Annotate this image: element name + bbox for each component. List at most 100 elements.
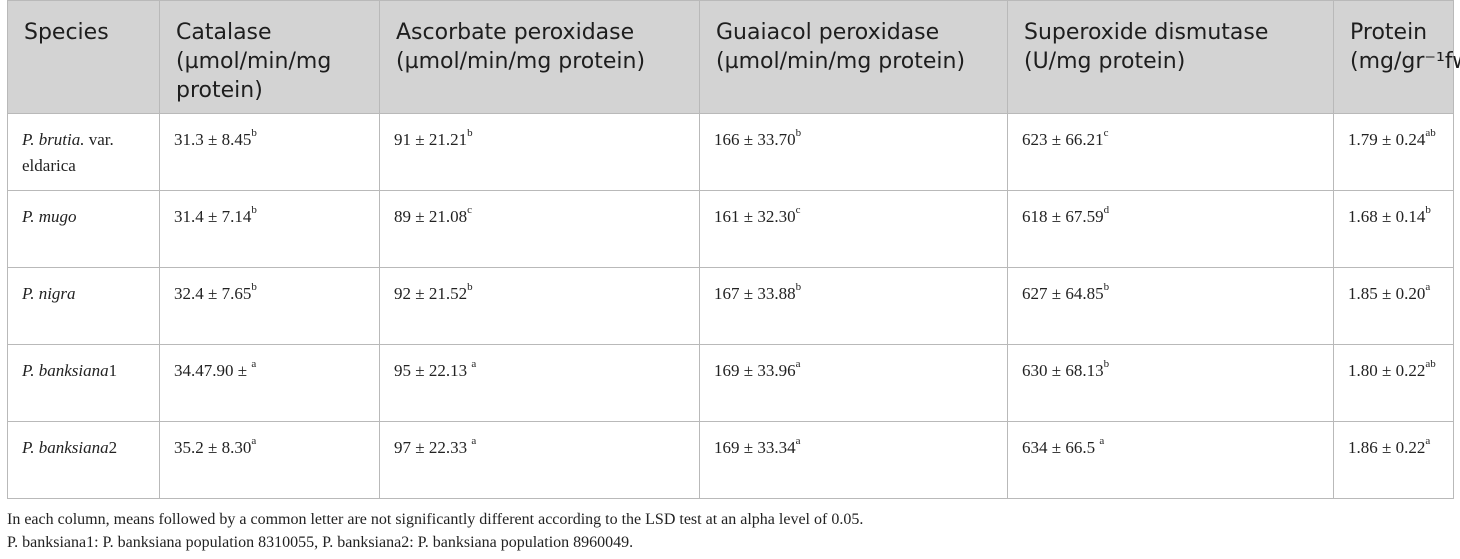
significance-letter: ab [1425,358,1436,371]
ascorbate-peroxidase-cell: 95 ± 22.13 a [379,344,700,422]
superoxide-dismutase-cell: 623 ± 66.21c [1007,113,1334,191]
guaiacol-peroxidase-cell: 169 ± 33.34a [699,421,1008,499]
table-body: P. brutia. var. eldarica 31.3 ± 8.45b 91… [7,113,1454,499]
cell-value: 161 ± 32.30 [714,207,796,226]
footnote-significance: In each column, means followed by a comm… [7,511,864,528]
catalase-cell: 31.4 ± 7.14b [159,190,380,268]
table-row: P. nigra 32.4 ± 7.65b 92 ± 21.52b 167 ± … [7,267,1454,345]
species-cell: P. banksiana2 [7,421,160,499]
cell-value: 169 ± 33.96 [714,361,796,380]
significance-letter: a [1425,281,1431,294]
superoxide-dismutase-cell: 630 ± 68.13b [1007,344,1334,422]
significance-letter: b [251,127,257,140]
cell-value: 1.79 ± 0.24 [1348,130,1426,149]
significance-letter: b [1103,281,1110,294]
cell-value: 634 ± 66.5 [1022,438,1100,457]
cell-value: 630 ± 68.13 [1022,361,1104,380]
significance-letter: a [795,358,801,371]
catalase-cell: 32.4 ± 7.65b [159,267,380,345]
footnote-populations: P. banksiana1: P. banksiana population 8… [7,534,634,551]
cell-value: 92 ± 21.52 [394,284,468,303]
cell-value: 169 ± 33.34 [714,438,796,457]
significance-letter: b [251,204,257,217]
significance-letter: d [1103,204,1110,217]
table-row: P. brutia. var. eldarica 31.3 ± 8.45b 91… [7,113,1454,191]
cell-value: 1.85 ± 0.20 [1348,284,1426,303]
significance-letter: a [1099,435,1105,448]
cell-value: 623 ± 66.21 [1022,130,1104,149]
catalase-cell: 35.2 ± 8.30a [159,421,380,499]
guaiacol-peroxidase-cell: 166 ± 33.70b [699,113,1008,191]
header-ascorbate-peroxidase: Ascorbate peroxidase (µmol/min/mg protei… [379,0,700,114]
significance-letter: c [795,204,801,217]
table-header: Species Catalase (µmol/min/mg protein) A… [7,0,1460,114]
catalase-cell: 34.47.90 ± a [159,344,380,422]
species-cell: P. brutia. var. eldarica [7,113,160,191]
significance-letter: b [467,281,473,294]
header-guaiacol-peroxidase: Guaiacol peroxidase (µmol/min/mg protein… [699,0,1008,114]
guaiacol-peroxidase-cell: 167 ± 33.88b [699,267,1008,345]
ascorbate-peroxidase-cell: 97 ± 22.33 a [379,421,700,499]
cell-value: 1.80 ± 0.22 [1348,361,1426,380]
significance-letter: a [795,435,801,448]
significance-letter: b [467,127,473,140]
cell-value: 32.4 ± 7.65 [174,284,252,303]
species-name: P. banksiana [22,361,109,380]
table-row: P. banksiana2 35.2 ± 8.30a 97 ± 22.33 a … [7,421,1454,499]
cell-value: 1.86 ± 0.22 [1348,438,1426,457]
significance-letter: a [1425,435,1431,448]
ascorbate-peroxidase-cell: 89 ± 21.08c [379,190,700,268]
guaiacol-peroxidase-cell: 161 ± 32.30c [699,190,1008,268]
cell-value: 91 ± 21.21 [394,130,468,149]
significance-letter: a [251,435,257,448]
species-cell: P. banksiana1 [7,344,160,422]
species-cell: P. nigra [7,267,160,345]
cell-value: 97 ± 22.33 [394,438,472,457]
protein-cell: 1.68 ± 0.14b [1333,190,1454,268]
significance-letter: ab [1425,127,1436,140]
significance-letter: b [795,281,802,294]
cell-value: 618 ± 67.59 [1022,207,1104,226]
cell-value: 166 ± 33.70 [714,130,796,149]
data-table: Species Catalase (µmol/min/mg protein) A… [7,0,1460,499]
table-row: P. banksiana1 34.47.90 ± a 95 ± 22.13 a … [7,344,1454,422]
ascorbate-peroxidase-cell: 92 ± 21.52b [379,267,700,345]
superoxide-dismutase-cell: 618 ± 67.59d [1007,190,1334,268]
cell-value: 89 ± 21.08 [394,207,468,226]
significance-letter: b [251,281,257,294]
catalase-cell: 31.3 ± 8.45b [159,113,380,191]
cell-value: 35.2 ± 8.30 [174,438,252,457]
significance-letter: b [795,127,802,140]
significance-letter: c [467,204,472,217]
cell-value: 34.47.90 ± [174,361,252,380]
cell-value: 95 ± 22.13 [394,361,472,380]
significance-letter: c [1103,127,1109,140]
species-name: P. brutia. [22,130,85,149]
header-protein: Protein (mg/gr⁻¹fw) [1333,0,1460,114]
table-row: P. mugo 31.4 ± 7.14b 89 ± 21.08c 161 ± 3… [7,190,1454,268]
cell-value: 167 ± 33.88 [714,284,796,303]
cell-value: 1.68 ± 0.14 [1348,207,1426,226]
superoxide-dismutase-cell: 634 ± 66.5 a [1007,421,1334,499]
header-row: Species Catalase (µmol/min/mg protein) A… [7,0,1460,114]
species-name: P. mugo [22,207,77,226]
ascorbate-peroxidase-cell: 91 ± 21.21b [379,113,700,191]
species-name: P. banksiana [22,438,109,457]
table-footnotes: In each column, means followed by a comm… [7,508,863,554]
significance-letter: a [471,435,477,448]
header-catalase: Catalase (µmol/min/mg protein) [159,0,380,114]
header-superoxide-dismutase: Superoxide dismutase (U/mg protein) [1007,0,1334,114]
cell-value: 31.3 ± 8.45 [174,130,252,149]
protein-cell: 1.85 ± 0.20a [1333,267,1454,345]
species-suffix: 1 [108,361,118,380]
superoxide-dismutase-cell: 627 ± 64.85b [1007,267,1334,345]
protein-cell: 1.80 ± 0.22ab [1333,344,1454,422]
species-suffix: 2 [108,438,118,457]
guaiacol-peroxidase-cell: 169 ± 33.96a [699,344,1008,422]
protein-cell: 1.79 ± 0.24ab [1333,113,1454,191]
species-suffix: var. eldarica [22,130,114,175]
species-name: P. nigra [22,284,76,303]
cell-value: 627 ± 64.85 [1022,284,1104,303]
header-species: Species [7,0,160,114]
significance-letter: b [1425,204,1431,217]
